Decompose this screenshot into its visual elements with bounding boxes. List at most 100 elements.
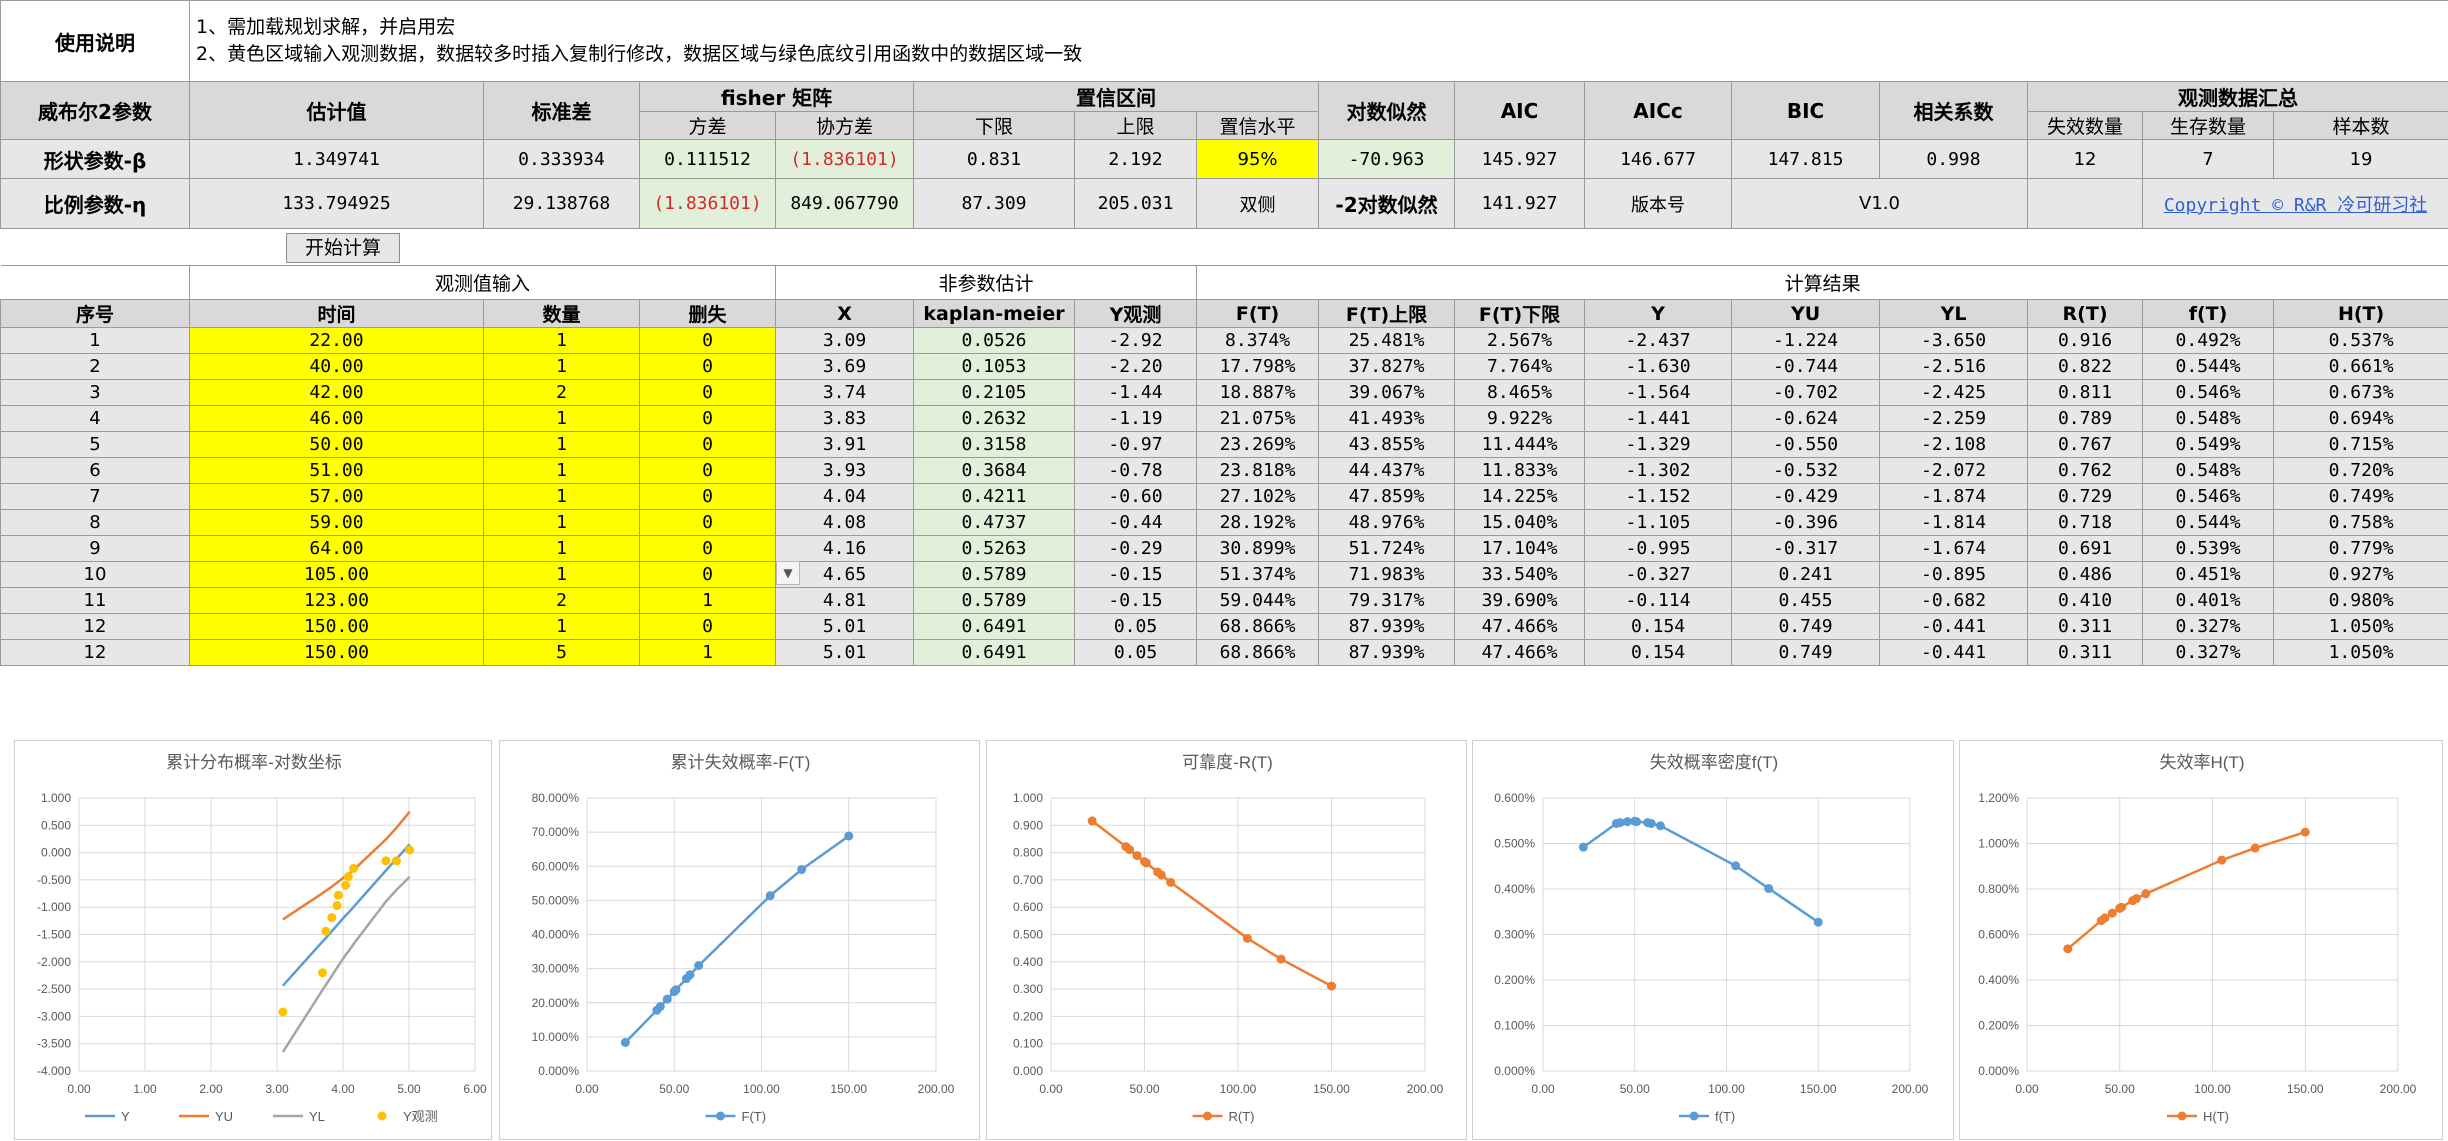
cell-F(T)上限: 41.493% — [1319, 406, 1455, 432]
y-tick-label: 0.000% — [1978, 1064, 2019, 1078]
cell-F(T)上限: 71.983% — [1319, 562, 1455, 588]
cell-数量[interactable]: 1 — [484, 328, 640, 354]
data-point — [349, 864, 358, 873]
chart-failure-probability[interactable]: 累计失效概率-F(T)0.000%10.000%20.000%30.000%40… — [499, 740, 980, 1140]
x-tick-label: 150.00 — [2287, 1082, 2324, 1096]
cell-删失[interactable]: 0 — [640, 458, 776, 484]
cell-数量[interactable]: 1 — [484, 484, 640, 510]
cell-时间[interactable]: 22.00 — [190, 328, 484, 354]
aic-value[interactable]: 145.927 — [1455, 140, 1585, 179]
copyright-link[interactable]: Copyright © R&R 冷可研习社 — [2143, 179, 2448, 229]
interval-type[interactable]: 双侧 — [1197, 179, 1319, 229]
cell-删失[interactable]: 0 — [640, 354, 776, 380]
eta-variance[interactable]: (1.836101) — [640, 179, 776, 229]
chart-hazard-rate[interactable]: 失效率H(T)0.000%0.200%0.400%0.600%0.800%1.0… — [1959, 740, 2443, 1140]
bic-value[interactable]: 147.815 — [1732, 140, 1880, 179]
x-tick-label: 50.00 — [659, 1082, 689, 1096]
data-point — [685, 970, 694, 979]
cell-F(T)下限: 47.466% — [1455, 640, 1585, 666]
cell-删失[interactable]: 0 — [640, 536, 776, 562]
start-calculation-button[interactable]: 开始计算 — [286, 233, 400, 263]
cell-删失[interactable]: 0 — [640, 406, 776, 432]
cell-时间[interactable]: 51.00 — [190, 458, 484, 484]
cell-数量[interactable]: 1 — [484, 432, 640, 458]
cell-删失[interactable]: 0 — [640, 432, 776, 458]
data-point — [844, 831, 853, 840]
cell-Y: -1.152 — [1585, 484, 1732, 510]
cell-删失[interactable]: 0 — [640, 328, 776, 354]
data-point — [1632, 817, 1641, 826]
cell-序号: 3 — [1, 380, 190, 406]
y-tick-label: 0.600% — [1978, 928, 2019, 942]
chart-failure-density[interactable]: 失效概率密度f(T)0.000%0.100%0.200%0.300%0.400%… — [1472, 740, 1954, 1140]
cell-时间[interactable]: 59.00 — [190, 510, 484, 536]
cell-数量[interactable]: 2 — [484, 380, 640, 406]
cell-时间[interactable]: 64.00 — [190, 536, 484, 562]
log-likelihood-value[interactable]: -70.963 — [1319, 140, 1455, 179]
beta-estimate[interactable]: 1.349741 — [190, 140, 484, 179]
neg2-loglik-value[interactable]: 141.927 — [1455, 179, 1585, 229]
cell-时间[interactable]: 42.00 — [190, 380, 484, 406]
beta-lower[interactable]: 0.831 — [914, 140, 1075, 179]
cell-数量[interactable]: 1 — [484, 562, 640, 588]
cell-时间[interactable]: 123.00 — [190, 588, 484, 614]
cell-数量[interactable]: 1 — [484, 510, 640, 536]
cell-数量[interactable]: 2 — [484, 588, 640, 614]
beta-stderr[interactable]: 0.333934 — [484, 140, 640, 179]
cell-数量[interactable]: 1 — [484, 354, 640, 380]
cell-数量[interactable]: 1 — [484, 458, 640, 484]
cell-时间[interactable]: 46.00 — [190, 406, 484, 432]
cell-数量[interactable]: 1 — [484, 406, 640, 432]
data-point — [341, 881, 350, 890]
survive-count-value[interactable]: 7 — [2143, 140, 2274, 179]
beta-covariance[interactable]: (1.836101) — [776, 140, 914, 179]
data-point — [1088, 816, 1097, 825]
cell-数量[interactable]: 1 — [484, 614, 640, 640]
cell-时间[interactable]: 50.00 — [190, 432, 484, 458]
cell-X: 3.83 — [776, 406, 914, 432]
cell-数量[interactable]: 1 — [484, 536, 640, 562]
chart-log-cdf[interactable]: 累计分布概率-对数坐标-4.000-3.500-3.000-2.500-2.00… — [14, 740, 492, 1140]
beta-variance[interactable]: 0.111512 — [640, 140, 776, 179]
cell-时间[interactable]: 40.00 — [190, 354, 484, 380]
cell-序号: 6 — [1, 458, 190, 484]
cell-删失[interactable]: 0 — [640, 562, 776, 588]
cell-R(T): 0.691 — [2028, 536, 2143, 562]
correlation-value[interactable]: 0.998 — [1880, 140, 2028, 179]
aicc-value[interactable]: 146.677 — [1585, 140, 1732, 179]
confidence-level-input[interactable]: 95% — [1197, 140, 1319, 179]
eta-covariance[interactable]: 849.067790 — [776, 179, 914, 229]
data-point — [392, 856, 401, 865]
cell-时间[interactable]: 57.00 — [190, 484, 484, 510]
dropdown-arrow-icon[interactable]: ▼ — [776, 561, 800, 585]
cell-YL: -0.441 — [1880, 640, 2028, 666]
cell-删失[interactable]: 0 — [640, 484, 776, 510]
cell-删失[interactable]: 0 — [640, 614, 776, 640]
cell-时间[interactable]: 150.00 — [190, 640, 484, 666]
cell-删失[interactable]: 0 — [640, 510, 776, 536]
eta-estimate[interactable]: 133.794925 — [190, 179, 484, 229]
eta-lower[interactable]: 87.309 — [914, 179, 1075, 229]
cell-删失[interactable]: 1 — [640, 588, 776, 614]
cell-数量[interactable]: 5 — [484, 640, 640, 666]
cell-删失[interactable]: 0 — [640, 380, 776, 406]
eta-upper[interactable]: 205.031 — [1075, 179, 1197, 229]
beta-upper[interactable]: 2.192 — [1075, 140, 1197, 179]
sample-count-value[interactable]: 19 — [2274, 140, 2448, 179]
cell-F(T): 18.887% — [1197, 380, 1319, 406]
cell-Y: -0.995 — [1585, 536, 1732, 562]
fail-count-value[interactable]: 12 — [2028, 140, 2143, 179]
cell-序号: 11 — [1, 588, 190, 614]
eta-stderr[interactable]: 29.138768 — [484, 179, 640, 229]
cell-H(T): 0.694% — [2274, 406, 2448, 432]
cell-删失[interactable]: 1 — [640, 640, 776, 666]
cell-时间[interactable]: 105.00 — [190, 562, 484, 588]
cell-Y观测: -2.20 — [1075, 354, 1197, 380]
cell-R(T): 0.718 — [2028, 510, 2143, 536]
x-tick-label: 0.00 — [1531, 1082, 1555, 1096]
chart-title: 失效率H(T) — [2160, 753, 2245, 772]
x-tick-label: 150.00 — [830, 1082, 867, 1096]
cell-时间[interactable]: 150.00 — [190, 614, 484, 640]
